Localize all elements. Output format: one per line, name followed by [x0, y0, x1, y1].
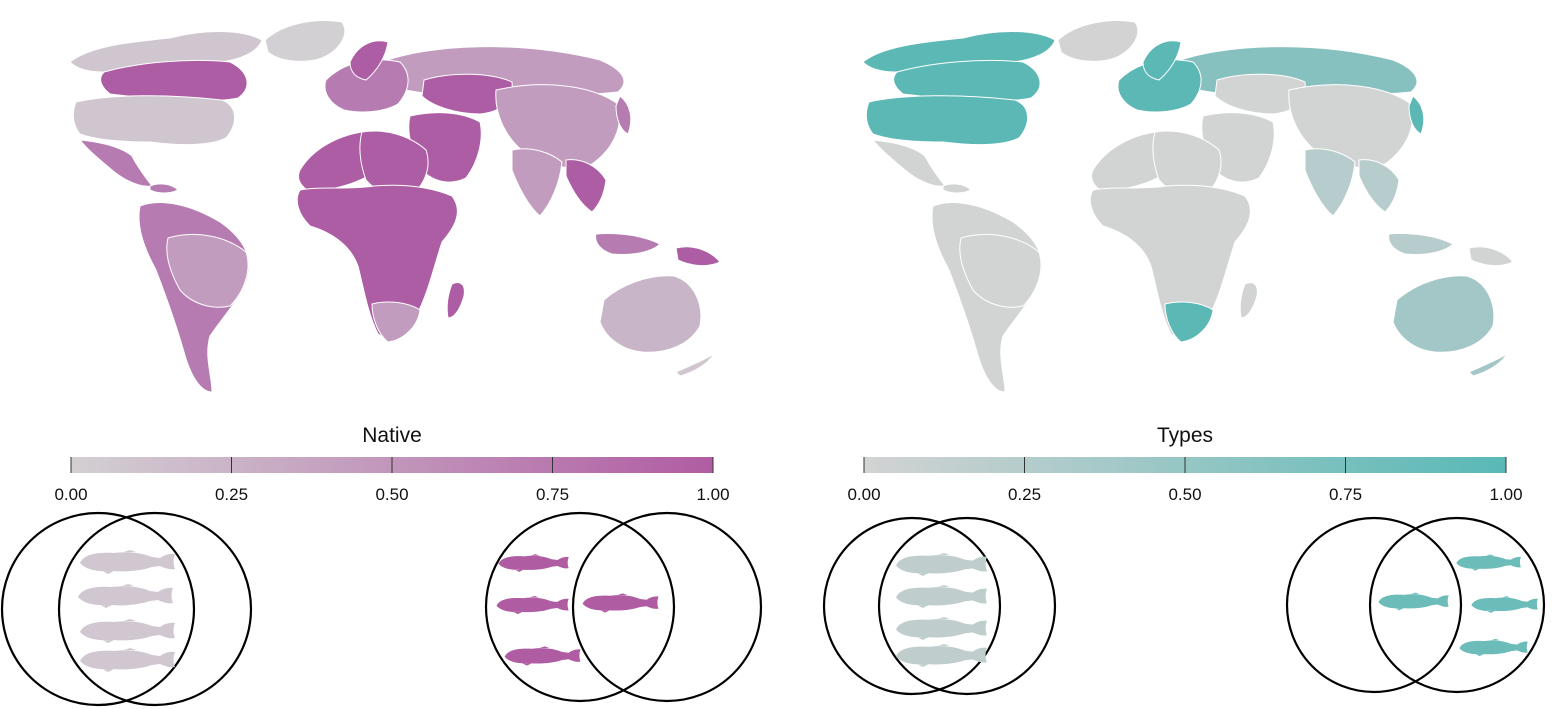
region-greenland — [1057, 20, 1139, 62]
fish-silhouette-icon — [896, 553, 988, 576]
world-map-types — [862, 20, 1514, 393]
region-indonesia — [595, 232, 661, 256]
tick-label: 1.00 — [1489, 485, 1522, 504]
venn-diagram-native-high-overlap — [0, 511, 253, 707]
venn-circle-left — [0, 511, 196, 707]
region-mexico — [872, 139, 946, 187]
region-caribbean — [942, 183, 972, 194]
tick-label: 0.50 — [1168, 485, 1201, 504]
types-panel: Types 0.00 0.25 0.50 0.75 1.00 — [822, 20, 1546, 696]
fish-silhouette-icon — [78, 584, 173, 608]
region-southern-africa — [1164, 301, 1214, 343]
legend-title-native: Native — [362, 424, 422, 447]
color-bar-types-ticks — [863, 457, 1507, 473]
fish-silhouette-icon — [80, 619, 175, 643]
venn-circle-right — [57, 511, 253, 707]
venn-circle-right — [877, 516, 1057, 696]
fish-silhouette-icon — [496, 595, 569, 615]
region-indonesia — [1388, 232, 1454, 256]
region-southeast-asia — [565, 159, 607, 213]
color-bar-native-ticks — [70, 457, 714, 473]
fish-silhouette-icon — [896, 644, 988, 667]
region-mexico — [79, 139, 153, 187]
venn-circle-right — [571, 511, 763, 703]
region-australia — [599, 275, 702, 353]
fish-silhouette-icon — [582, 593, 659, 613]
venn-circle-left — [1285, 516, 1463, 694]
region-caribbean — [149, 183, 179, 194]
tick-label: 0.25 — [1008, 485, 1041, 504]
region-india — [511, 148, 563, 217]
tick-label: 0.75 — [536, 485, 569, 504]
tick-label: 0.00 — [54, 485, 87, 504]
fish-silhouette-icon — [896, 617, 988, 640]
world-map-native — [69, 20, 721, 393]
fish-silhouette-icon — [80, 550, 175, 574]
fish-silhouette-icon — [896, 585, 988, 608]
venn-diagram-types-high-overlap — [822, 516, 1057, 696]
region-madagascar — [446, 282, 465, 319]
region-papua-new-guinea — [675, 246, 721, 267]
region-new-zealand — [1468, 353, 1508, 377]
region-new-zealand — [675, 353, 715, 377]
region-papua-new-guinea — [1468, 246, 1514, 267]
venn-circle-right — [1368, 516, 1546, 694]
region-india — [1304, 148, 1356, 217]
fish-silhouette-icon — [1471, 596, 1538, 613]
tick-label: 0.25 — [215, 485, 248, 504]
tick-label: 0.50 — [375, 485, 408, 504]
tick-label: 0.00 — [847, 485, 880, 504]
native-panel: Native 0.00 0.25 0.50 0.75 1.00 — [0, 20, 763, 707]
region-madagascar — [1239, 282, 1258, 319]
fish-silhouette-icon — [1378, 592, 1449, 611]
region-usa — [72, 95, 236, 146]
fish-silhouette-icon — [1456, 554, 1521, 571]
fish-silhouette-icon — [504, 646, 581, 666]
region-usa — [865, 95, 1029, 146]
region-southern-africa — [371, 301, 421, 343]
tick-label: 0.75 — [1329, 485, 1362, 504]
region-southeast-asia — [1358, 159, 1400, 213]
venn-circle-left — [822, 516, 1002, 696]
region-australia — [1392, 275, 1495, 353]
tick-label: 1.00 — [696, 485, 729, 504]
legend-title-types: Types — [1157, 424, 1213, 447]
fish-silhouette-icon — [498, 554, 569, 572]
venn-diagram-types-low-overlap — [1285, 516, 1546, 694]
venn-diagram-native-low-overlap — [484, 511, 763, 703]
fish-silhouette-icon — [80, 648, 175, 672]
region-greenland — [264, 20, 346, 62]
venn-circle-left — [484, 511, 676, 703]
fish-silhouette-icon — [1459, 638, 1528, 657]
